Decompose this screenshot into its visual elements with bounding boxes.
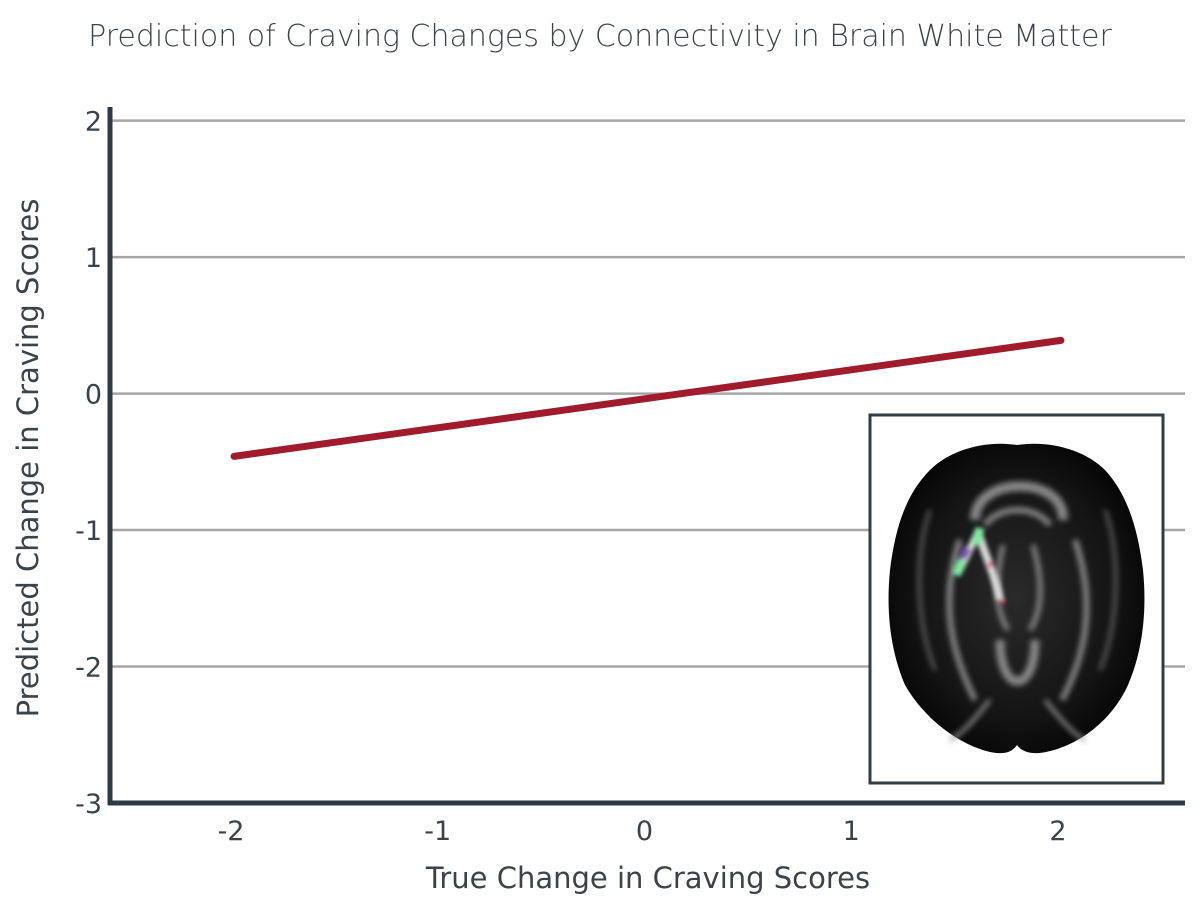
y-tick-label: 1 — [85, 243, 102, 274]
x-tick-label: 2 — [1049, 816, 1066, 847]
x-tick-labels: -2 -1 0 1 2 — [218, 816, 1067, 847]
x-tick-label: -1 — [424, 816, 451, 847]
brain-inset — [868, 413, 1165, 785]
x-tick-label: 0 — [636, 816, 653, 847]
y-tick-label: 2 — [85, 107, 102, 138]
y-axis-label: Predicted Change in Craving Scores — [11, 199, 45, 718]
chart-title: Prediction of Craving Changes by Connect… — [88, 19, 1112, 54]
y-tick-label: 0 — [85, 380, 102, 411]
x-tick-label: 1 — [843, 816, 860, 847]
series-layer — [230, 336, 1065, 460]
brain-image — [888, 443, 1145, 754]
y-tick-label: -3 — [75, 789, 102, 820]
y-tick-label: -2 — [75, 653, 102, 684]
x-axis-label: True Change in Craving Scores — [425, 861, 870, 895]
series-line-0 — [230, 336, 1065, 460]
x-tick-label: -2 — [218, 816, 245, 847]
y-tick-label: -1 — [75, 516, 102, 547]
y-tick-labels: 2 1 0 -1 -2 -3 — [75, 107, 102, 820]
brain-silhouette — [888, 443, 1145, 754]
